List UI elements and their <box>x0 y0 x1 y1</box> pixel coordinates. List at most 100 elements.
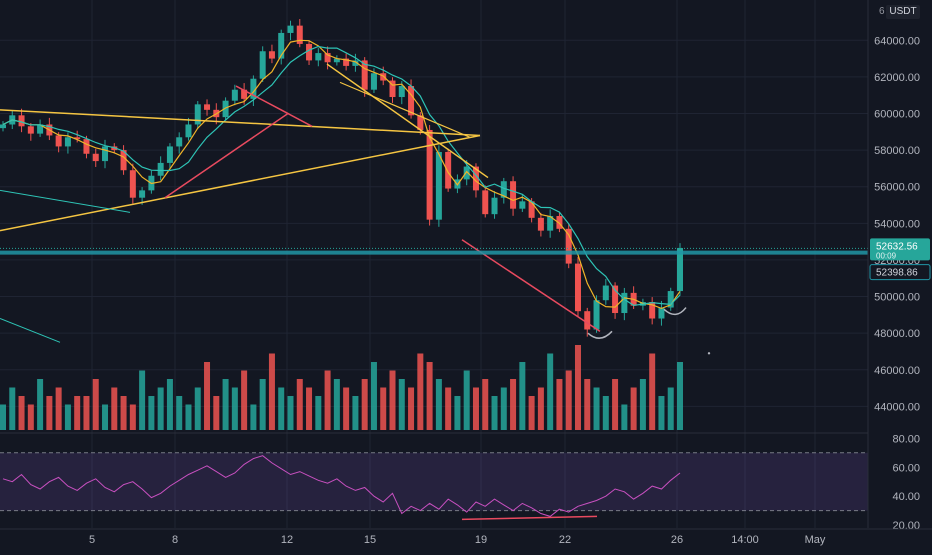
volume-bar <box>111 387 118 430</box>
volume-bar <box>324 370 331 430</box>
candle-body <box>556 216 563 229</box>
time-tick-label: 8 <box>172 534 178 546</box>
volume-bar <box>565 370 572 430</box>
teal-guide-line-lower <box>0 318 61 343</box>
candle-body <box>361 60 368 90</box>
time-tick-label: 19 <box>475 534 487 546</box>
currency-badge[interactable]: USDT <box>886 5 920 19</box>
price-tick-label: 62000.00 <box>874 72 920 84</box>
candle-body <box>426 129 433 220</box>
candle-body <box>268 51 275 59</box>
volume-bar <box>259 379 266 430</box>
volume-bar <box>139 370 146 430</box>
candle-body <box>129 170 136 198</box>
volume-bar <box>333 379 340 430</box>
rsi-tick-label: 40.00 <box>892 491 920 503</box>
candle-body <box>612 285 619 314</box>
candle-body <box>278 32 285 59</box>
volume-bar <box>426 362 433 430</box>
volume-bar <box>92 379 99 430</box>
candle-body <box>37 124 44 134</box>
volume-bar <box>639 379 646 430</box>
volume-bar <box>417 353 424 430</box>
volume-bar <box>102 404 109 430</box>
candle-body <box>408 86 415 116</box>
candle-body <box>482 190 489 215</box>
candle-body <box>157 162 164 176</box>
candle-body <box>547 216 554 231</box>
volume-bar <box>37 379 44 430</box>
candle-body <box>445 151 452 189</box>
volume-bar <box>361 379 368 430</box>
candle-body <box>658 307 665 319</box>
candle-body <box>324 53 331 63</box>
level-price-tag <box>869 264 931 281</box>
stray-dot <box>707 352 711 355</box>
volume-bar <box>621 404 628 430</box>
rsi-tick-label: 20.00 <box>892 520 920 532</box>
candle-body <box>417 115 424 130</box>
volume-bar <box>445 387 452 430</box>
volume-bar <box>510 379 517 430</box>
volume-bar <box>491 396 498 430</box>
candle-body <box>55 135 62 147</box>
candle-body <box>380 73 387 81</box>
candle-body <box>333 58 340 63</box>
candle-body <box>74 137 81 140</box>
volume-bar <box>213 396 220 430</box>
candle-body <box>343 58 350 66</box>
candle-body <box>510 181 517 209</box>
volume-bar <box>148 396 155 430</box>
volume-bar <box>250 404 257 430</box>
volume-bar <box>176 396 183 430</box>
volume-bar <box>55 387 62 430</box>
candle-body <box>306 43 313 61</box>
rsi-band-fill <box>0 452 868 511</box>
price-tick-label: 50000.00 <box>874 292 920 304</box>
volume-bar <box>398 379 405 430</box>
candle-body <box>565 228 572 264</box>
candle-body <box>593 300 600 330</box>
volume-bar <box>343 387 350 430</box>
volume-bar <box>268 353 275 430</box>
volume-bar <box>649 353 656 430</box>
ma-fast-line <box>2 39 681 310</box>
bottom-arc-marker <box>587 330 613 339</box>
volume-bar <box>0 404 6 430</box>
candle-body <box>370 73 377 90</box>
candle-body <box>621 292 628 314</box>
candle-body <box>500 181 507 198</box>
volume-bar <box>296 379 303 430</box>
volume-bar <box>556 379 563 430</box>
candle-body <box>287 25 294 33</box>
time-tick-label: May <box>805 534 826 546</box>
candle-body <box>194 104 201 125</box>
volume-bar <box>612 379 619 430</box>
candle-body <box>398 86 405 98</box>
candle-body <box>537 217 544 231</box>
candle-body <box>120 150 127 171</box>
trendline-drop <box>326 63 489 179</box>
volume-bar <box>574 345 581 430</box>
candle-body <box>528 201 535 218</box>
price-tick-label: 64000.00 <box>874 35 920 47</box>
trendline-support <box>0 134 481 232</box>
volume-bar <box>352 396 359 430</box>
volume-bar <box>83 396 90 430</box>
volume-bar <box>389 370 396 430</box>
volume-bar <box>658 396 665 430</box>
candle-body <box>472 166 479 191</box>
volume-bar <box>27 404 34 430</box>
volume-bar <box>677 362 683 430</box>
candle-body <box>435 151 442 220</box>
candle-body <box>574 263 581 312</box>
volume-bar <box>9 387 16 430</box>
candle-body <box>584 311 591 330</box>
candle-body <box>389 80 396 98</box>
last-price-label: 52632.56 <box>876 241 918 252</box>
time-tick-label: 12 <box>281 534 293 546</box>
divergence-line-rsi <box>461 515 598 521</box>
